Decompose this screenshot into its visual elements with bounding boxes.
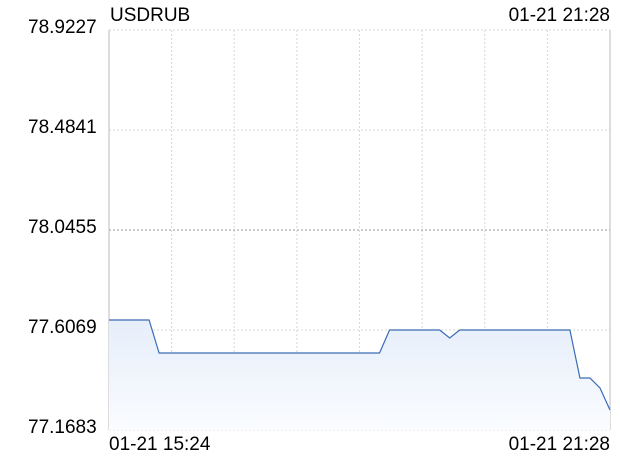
x-tick-label: 01-21 21:28 xyxy=(509,434,610,455)
chart-title: USDRUB xyxy=(110,5,190,26)
line xyxy=(109,319,611,411)
y-tick-label: 77.6069 xyxy=(28,317,97,338)
x-tick-label: 01-21 15:24 xyxy=(109,434,211,455)
timestamp: 01-21 21:28 xyxy=(509,5,610,26)
y-tick-label: 78.4841 xyxy=(28,117,97,138)
y-tick-label: 77.1683 xyxy=(28,417,97,438)
area xyxy=(109,319,610,430)
y-tick-label: 78.9227 xyxy=(28,17,97,38)
y-tick-label: 78.0455 xyxy=(28,217,97,238)
